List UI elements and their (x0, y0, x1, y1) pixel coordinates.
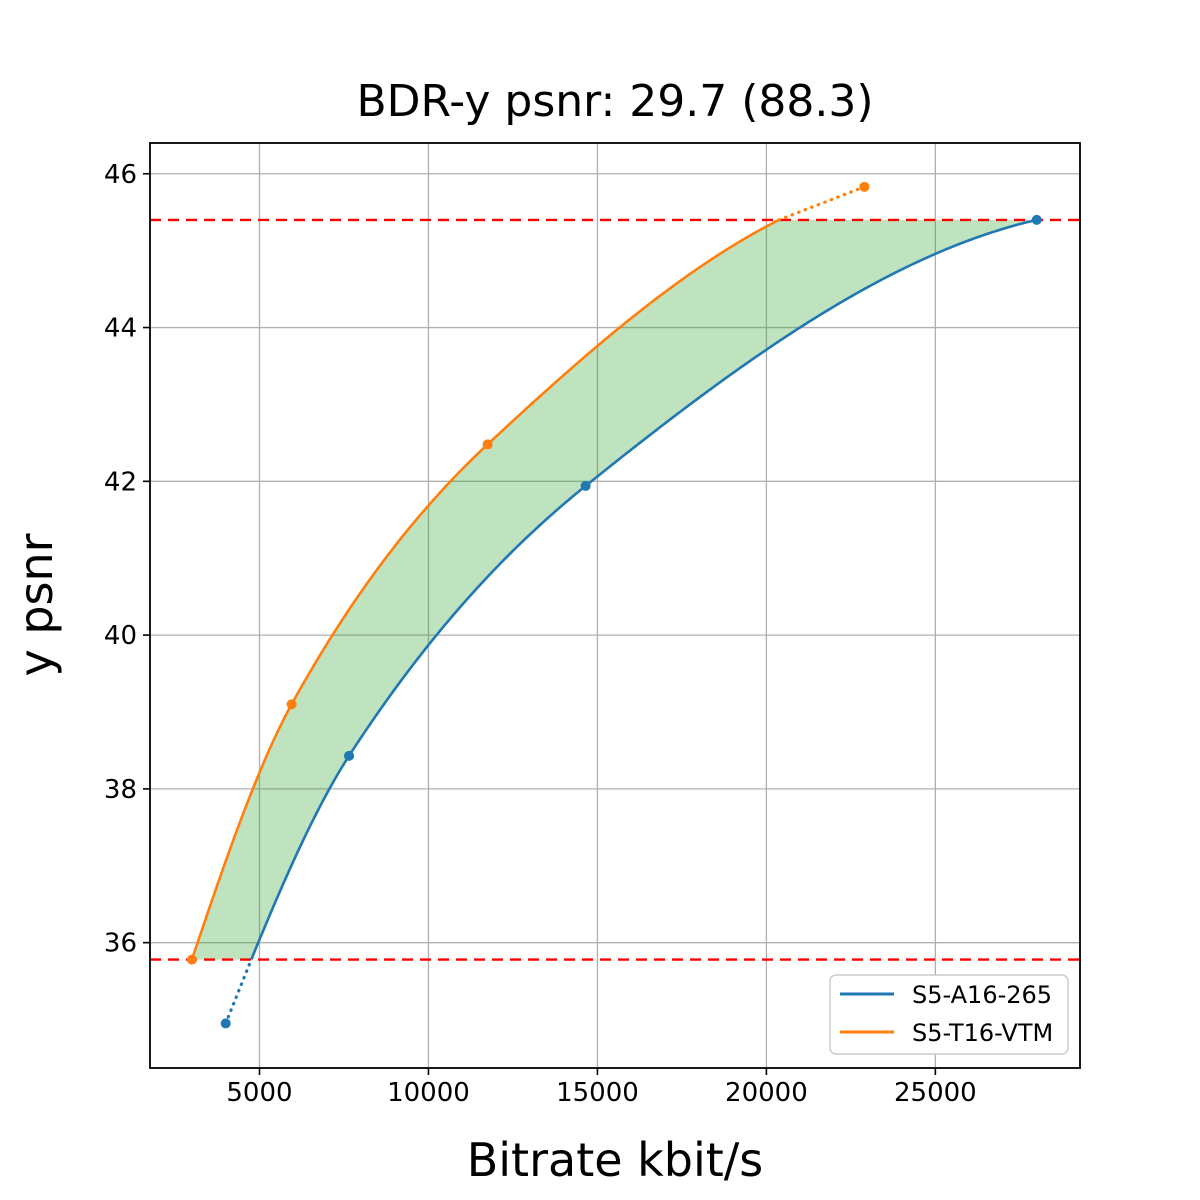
legend: S5-A16-265 S5-T16-VTM (829, 974, 1069, 1055)
chart-title: BDR-y psnr: 29.7 (88.3) (356, 76, 873, 127)
x-tick-label-15000: 15000 (556, 1078, 639, 1108)
bd-overlap-fill (191, 219, 1037, 960)
series-1-dotted-extension (777, 185, 866, 222)
series-0-data-point (344, 750, 355, 761)
series-0-line (250, 218, 1038, 961)
series-1-data-point (186, 954, 197, 965)
y-tick-label-40: 40 (104, 621, 137, 651)
x-tick-label-20000: 20000 (725, 1078, 808, 1108)
y-tick-label-44: 44 (104, 314, 137, 344)
x-axis-label: Bitrate kbit/s (467, 1133, 764, 1187)
series-0-data-point (580, 480, 591, 491)
y-tick-label-46: 46 (104, 160, 137, 190)
x-tick-label-25000: 25000 (894, 1078, 977, 1108)
series-0-data-point (220, 1018, 231, 1029)
series-0-dotted-extension (224, 957, 253, 1026)
plot-area: 5000 10000 15000 20000 25000 36 38 40 42 44 46 (104, 143, 1080, 1108)
series-1-data-point (859, 181, 870, 192)
series-0-data-point (1031, 214, 1042, 225)
y-axis-label: y psnr (9, 533, 63, 676)
y-tick-label-42: 42 (104, 467, 137, 497)
series-1-data-point (482, 439, 493, 450)
y-tick-label-38: 38 (104, 775, 137, 805)
series-1-data-point (286, 699, 297, 710)
legend-label-series-0: S5-A16-265 (912, 981, 1052, 1009)
y-tick-label-36: 36 (104, 929, 137, 959)
x-tick-label-5000: 5000 (226, 1078, 292, 1108)
legend-label-series-1: S5-T16-VTM (912, 1019, 1053, 1047)
axes-frame (149, 142, 1081, 1069)
x-tick-label-10000: 10000 (387, 1078, 470, 1108)
